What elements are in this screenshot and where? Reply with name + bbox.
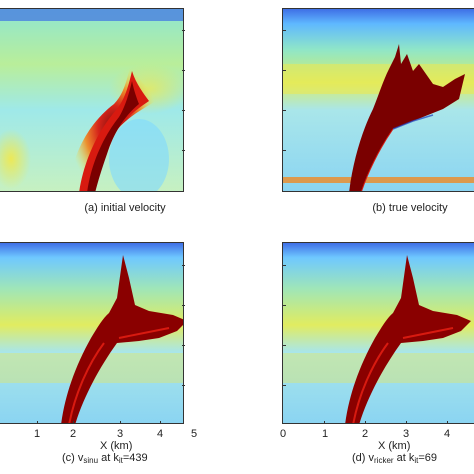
panel-b-image bbox=[283, 9, 474, 191]
x-tick-left-3: 3 bbox=[117, 428, 124, 440]
panel-d-vricker bbox=[282, 242, 474, 424]
caption-d-sub1: ricker bbox=[374, 456, 394, 465]
x-tick-right-0: 0 bbox=[280, 428, 287, 440]
x-tick-left-4: 4 bbox=[157, 428, 164, 440]
x-axis-title-left: X (km) bbox=[100, 440, 133, 452]
caption-c-sub1: sinu bbox=[83, 456, 99, 465]
x-tick-right-4: 4 bbox=[444, 428, 451, 440]
caption-c-mid: at k bbox=[98, 452, 119, 464]
x-axis-title-right: X (km) bbox=[378, 440, 411, 452]
caption-d-mid: at k bbox=[393, 452, 415, 464]
panel-c-vsinu bbox=[0, 242, 184, 424]
x-tick-right-3: 3 bbox=[403, 428, 410, 440]
x-tick-right-2: 2 bbox=[362, 428, 369, 440]
caption-d-sub2: it bbox=[414, 456, 419, 465]
caption-c-sub2: it bbox=[118, 456, 123, 465]
panel-b-true-velocity bbox=[282, 8, 474, 192]
panel-c-image bbox=[0, 243, 183, 423]
caption-d-prefix: (d) v bbox=[352, 452, 374, 464]
panel-a-image bbox=[0, 9, 183, 191]
x-tick-right-1: 1 bbox=[322, 428, 329, 440]
x-tick-left-5: 5 bbox=[191, 428, 198, 440]
caption-b: (b) true velocity bbox=[372, 202, 448, 214]
caption-d: (d) vricker at kit=69 bbox=[352, 452, 437, 465]
caption-c-suffix: =439 bbox=[122, 452, 148, 464]
caption-d-suffix: =69 bbox=[418, 452, 438, 464]
panel-d-image bbox=[283, 243, 474, 423]
x-tick-left-1: 1 bbox=[34, 428, 41, 440]
panel-a-initial-velocity bbox=[0, 8, 184, 192]
caption-c-prefix: (c) v bbox=[62, 452, 84, 464]
x-tick-left-2: 2 bbox=[70, 428, 77, 440]
caption-c: (c) vsinu at kit=439 bbox=[62, 452, 148, 465]
caption-a: (a) initial velocity bbox=[84, 202, 166, 214]
